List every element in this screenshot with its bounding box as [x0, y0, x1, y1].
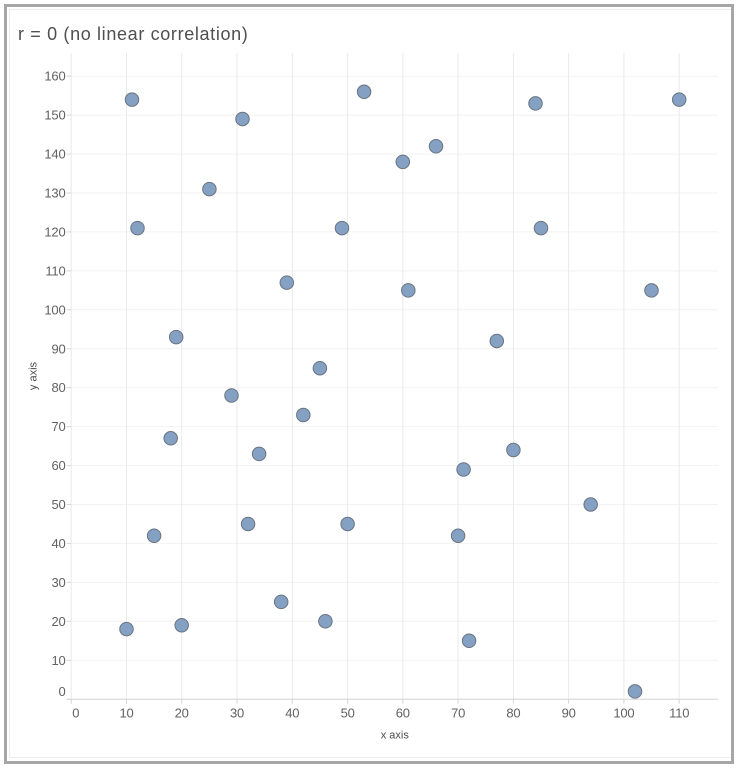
svg-text:130: 130: [44, 186, 65, 201]
svg-text:110: 110: [45, 263, 65, 278]
svg-text:50: 50: [51, 497, 65, 512]
svg-text:20: 20: [51, 614, 65, 629]
svg-text:70: 70: [451, 705, 465, 720]
svg-text:0: 0: [58, 684, 65, 699]
svg-text:y axis: y axis: [28, 361, 40, 390]
svg-text:20: 20: [175, 705, 189, 720]
svg-text:150: 150: [44, 108, 65, 123]
svg-text:60: 60: [51, 458, 65, 473]
svg-text:40: 40: [285, 705, 299, 720]
svg-text:80: 80: [51, 380, 65, 395]
svg-text:90: 90: [562, 705, 576, 720]
svg-text:60: 60: [396, 705, 410, 720]
svg-text:120: 120: [44, 224, 65, 239]
svg-text:100: 100: [613, 705, 634, 720]
svg-text:40: 40: [51, 536, 65, 551]
svg-text:70: 70: [51, 419, 65, 434]
svg-text:100: 100: [44, 302, 65, 317]
svg-text:30: 30: [230, 705, 244, 720]
svg-text:10: 10: [119, 705, 133, 720]
svg-text:160: 160: [44, 69, 65, 84]
svg-text:110: 110: [669, 705, 689, 720]
svg-text:140: 140: [44, 147, 65, 162]
svg-text:30: 30: [51, 575, 65, 590]
svg-text:80: 80: [506, 705, 520, 720]
svg-text:50: 50: [341, 705, 355, 720]
svg-text:90: 90: [51, 341, 65, 356]
svg-text:10: 10: [51, 653, 65, 668]
svg-text:0: 0: [72, 705, 79, 720]
svg-text:x axis: x axis: [381, 730, 410, 742]
